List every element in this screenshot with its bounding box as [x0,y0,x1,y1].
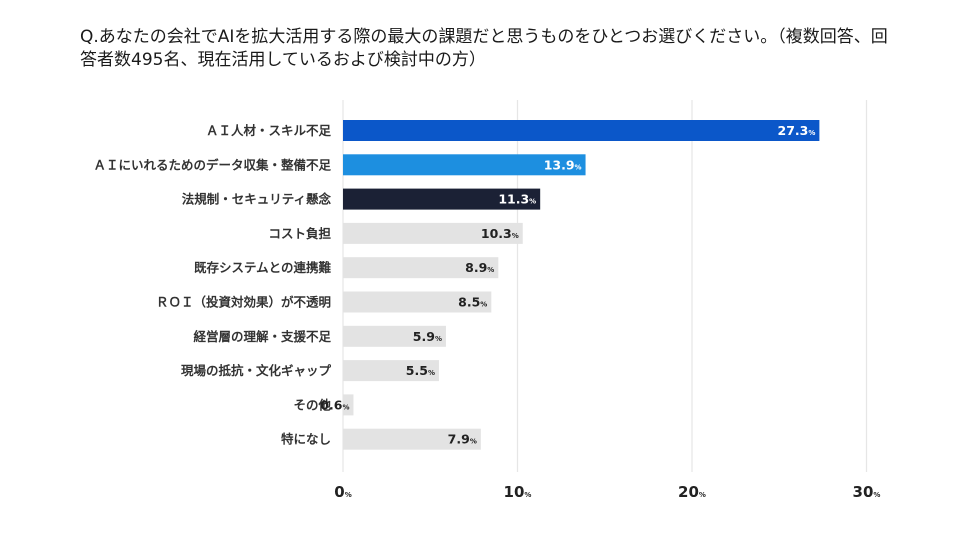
category-label: コスト負担 [268,226,331,241]
bar [343,188,541,210]
value-label: 8.9% [465,260,494,275]
value-label: 10.3% [481,226,519,241]
value-label: 0.6% [320,397,349,412]
category-label: 現場の抵抗・文化ギャップ [181,363,332,378]
question-text: Q.あなたの会社でAIを拡大活用する際の最大の課題だと思うものをひとつお選びくだ… [80,27,888,70]
bar [343,325,446,347]
x-tick-label: 0% [334,483,351,501]
category-label: 特になし [281,432,331,447]
category-label: その他 [293,397,331,412]
category-label: 法規制・セキュリティ懸念 [182,192,332,207]
value-label: 5.9% [413,329,442,344]
x-tick-label: 30% [853,483,881,501]
category-label: ＡＩにいれるためのデータ収集・整備不足 [93,157,331,172]
x-tick-label: 10% [504,483,532,501]
bar [343,120,820,141]
category-label: ＡＩ人材・スキル不足 [206,123,332,138]
category-label: 既存システムとの連携難 [194,260,332,275]
value-label: 8.5% [458,295,487,310]
category-label: 経営層の理解・支援不足 [193,329,331,344]
x-tick-label: 20% [678,483,706,501]
value-label: 7.9% [448,432,477,447]
value-label: 13.9% [544,157,582,172]
bar [343,394,354,416]
bar [343,360,439,382]
bar [343,257,499,279]
category-label: ＲＯＩ（投資対効果）が不透明 [156,295,331,310]
bar [343,222,523,244]
bar [343,428,481,450]
bar [343,291,492,313]
value-label: 11.3% [498,192,536,207]
value-label: 5.5% [406,363,435,378]
value-label: 27.3% [778,123,816,138]
bar [343,154,586,176]
